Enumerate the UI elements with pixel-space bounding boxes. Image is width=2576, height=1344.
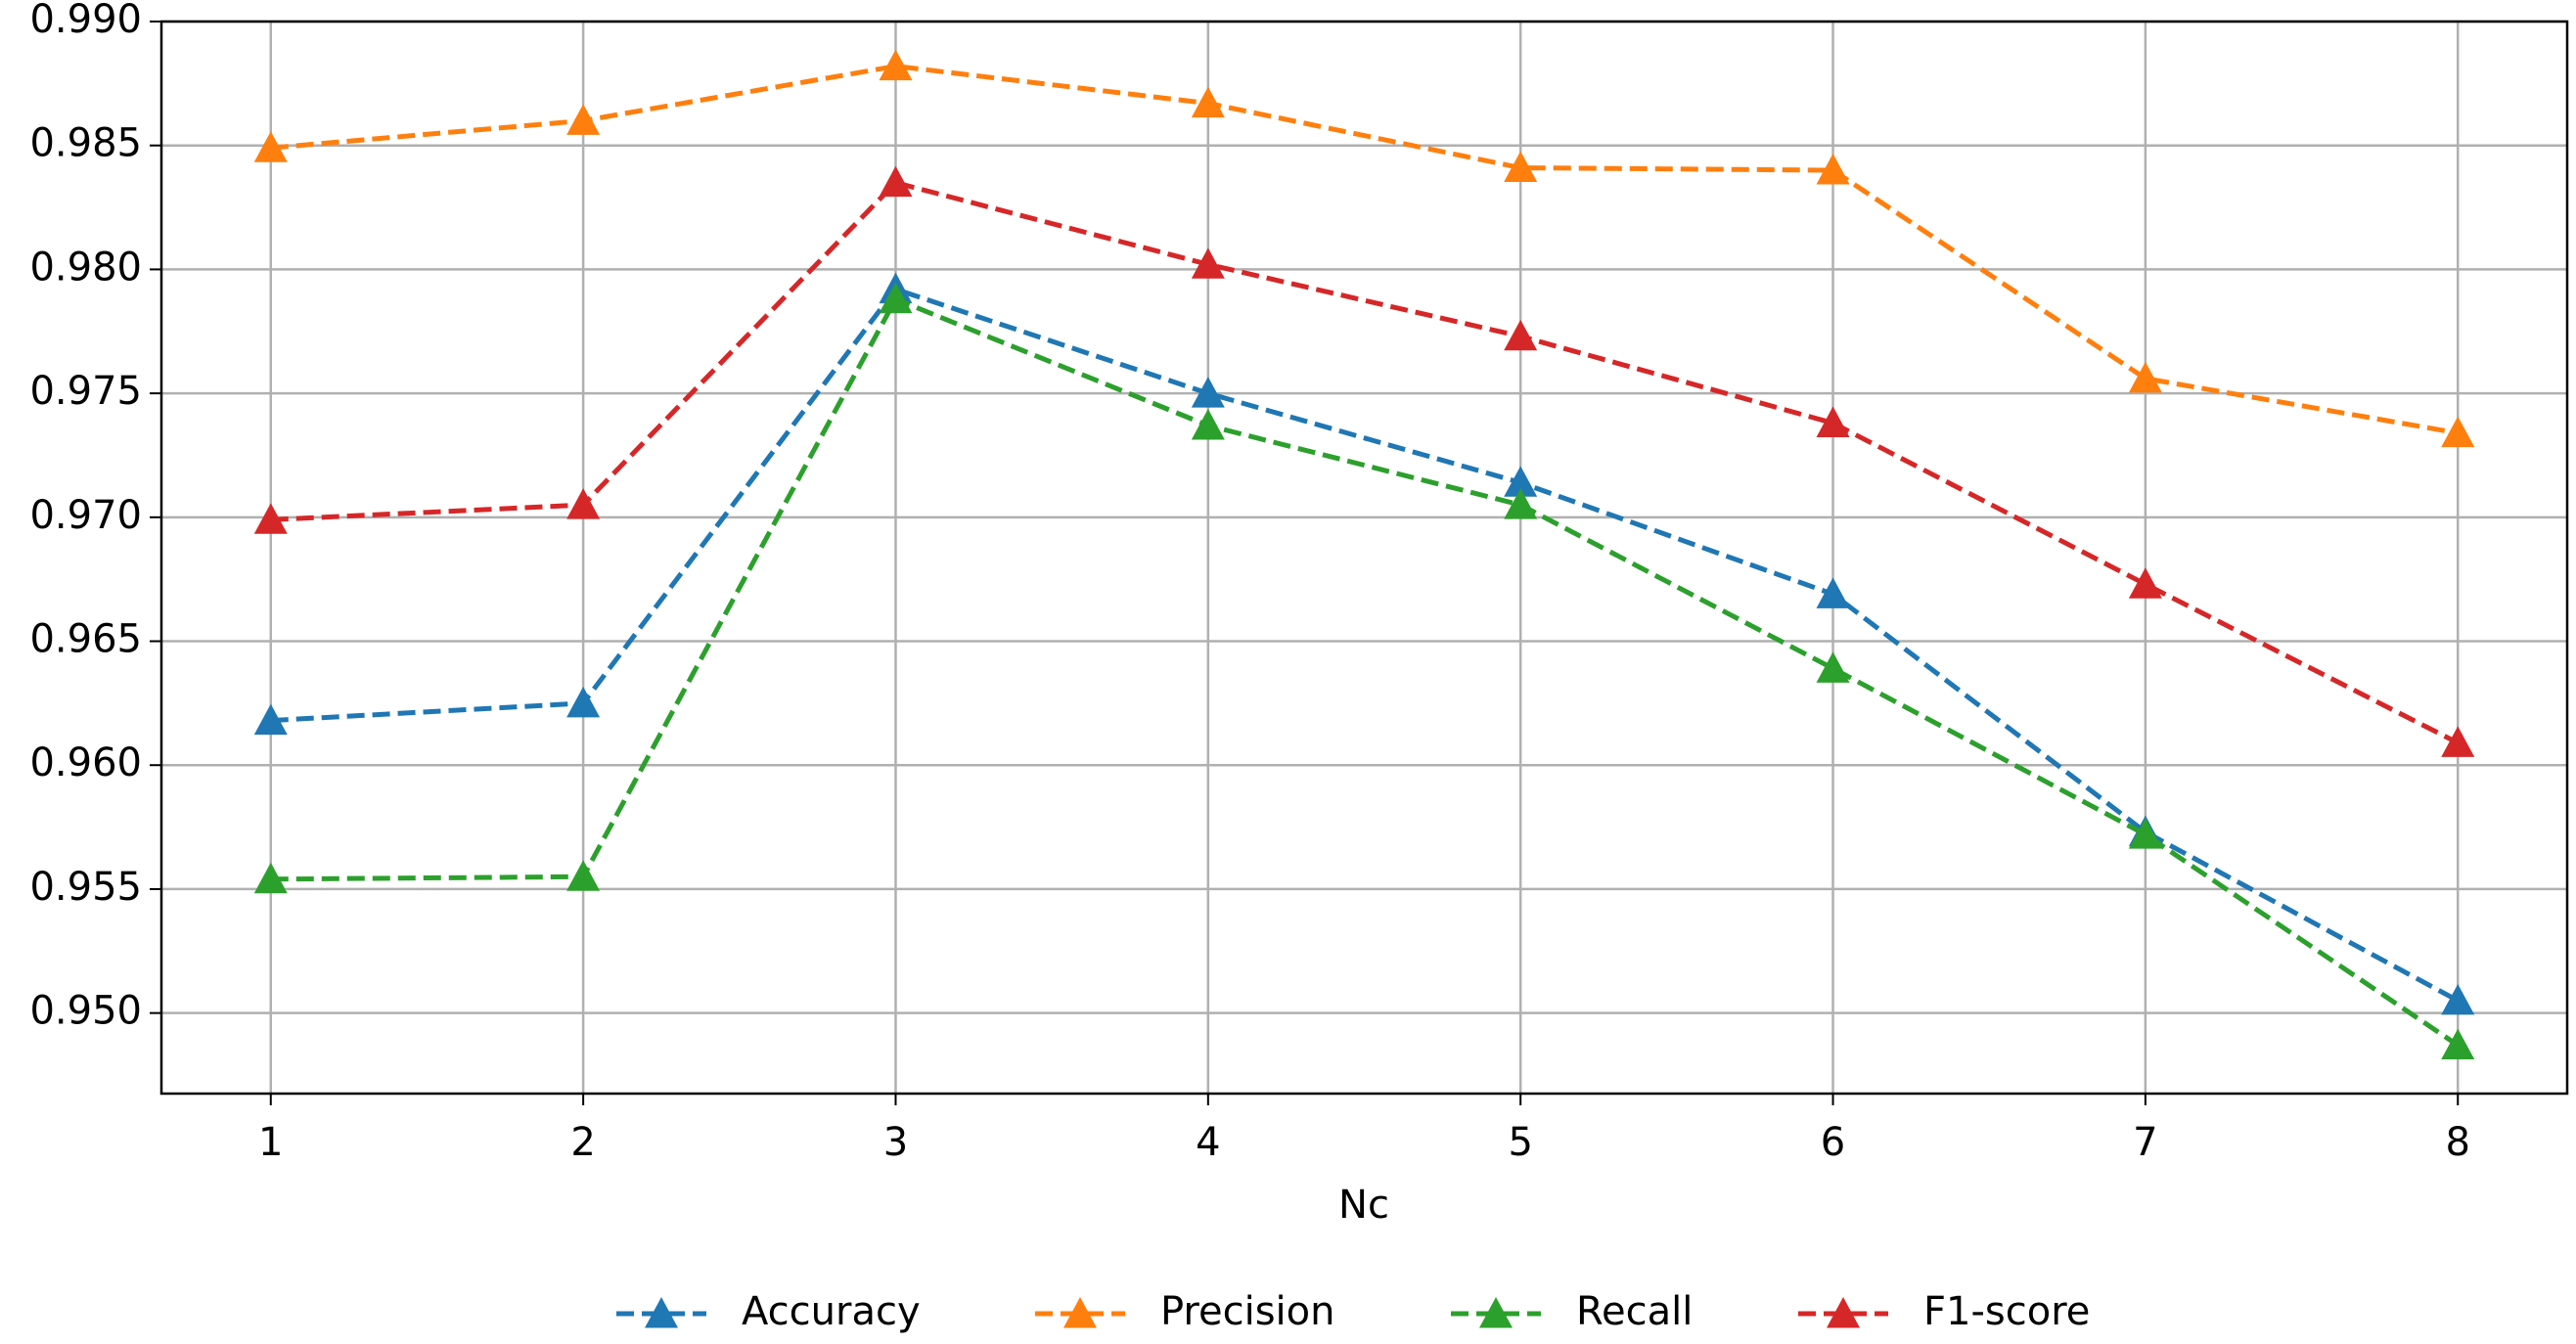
series-line xyxy=(270,179,2460,745)
marker xyxy=(879,49,913,81)
marker xyxy=(253,862,288,894)
series-line xyxy=(270,64,2459,436)
legend-label: F1-score xyxy=(1923,1289,2090,1334)
legend-marker xyxy=(1479,1297,1513,1328)
marker xyxy=(253,131,288,162)
legend-marker xyxy=(645,1297,678,1328)
marker xyxy=(879,165,913,198)
marker xyxy=(566,686,601,718)
series-line xyxy=(270,286,2460,1004)
y-tick-label: 0.960 xyxy=(29,740,142,785)
x-tick-label: 3 xyxy=(883,1120,908,1165)
y-tick-label: 0.955 xyxy=(29,865,142,910)
x-axis-label: Nc xyxy=(1338,1183,1389,1228)
marker xyxy=(1191,409,1225,440)
marker xyxy=(1504,151,1538,182)
x-tick-label: 4 xyxy=(1196,1120,1220,1165)
marker xyxy=(1191,86,1225,118)
x-tick-label: 5 xyxy=(1508,1120,1532,1165)
legend-marker xyxy=(1063,1297,1097,1328)
y-tick-label: 0.965 xyxy=(29,617,142,662)
marker xyxy=(879,282,913,314)
marker xyxy=(1816,406,1850,437)
marker xyxy=(2128,818,2162,849)
marker xyxy=(1504,466,1538,497)
marker xyxy=(1504,488,1538,519)
legend-label: Accuracy xyxy=(742,1289,921,1334)
marker xyxy=(253,503,288,534)
marker xyxy=(2441,416,2475,448)
x-tick-label: 1 xyxy=(258,1120,283,1165)
marker xyxy=(566,488,601,519)
plot-frame xyxy=(159,20,2569,1096)
marker xyxy=(1191,247,1225,279)
y-tick-label: 0.950 xyxy=(29,989,142,1034)
marker xyxy=(1191,377,1225,408)
marker xyxy=(2441,726,2475,757)
x-tick-label: 2 xyxy=(570,1120,595,1165)
y-tick-label: 0.975 xyxy=(29,369,142,414)
y-tick-label: 0.990 xyxy=(29,0,142,42)
marker xyxy=(2128,567,2162,599)
x-tick-label: 7 xyxy=(2133,1120,2157,1165)
marker xyxy=(1816,577,1850,608)
marker xyxy=(2128,361,2162,393)
legend-marker xyxy=(1827,1297,1860,1328)
marker xyxy=(1504,319,1538,351)
x-tick-label: 6 xyxy=(1821,1120,1845,1165)
series-line xyxy=(270,295,2460,1048)
marker xyxy=(253,703,288,736)
marker xyxy=(566,104,601,135)
legend-label: Recall xyxy=(1576,1289,1693,1334)
marker xyxy=(2441,983,2475,1015)
y-tick-label: 0.970 xyxy=(29,493,142,538)
marker xyxy=(2441,1028,2475,1060)
y-tick-label: 0.980 xyxy=(29,245,142,290)
legend-label: Precision xyxy=(1160,1289,1334,1334)
marker xyxy=(566,860,601,891)
x-tick-label: 8 xyxy=(2446,1120,2470,1165)
marker xyxy=(1816,651,1850,683)
y-tick-label: 0.985 xyxy=(29,121,142,166)
marker xyxy=(1816,154,1850,185)
